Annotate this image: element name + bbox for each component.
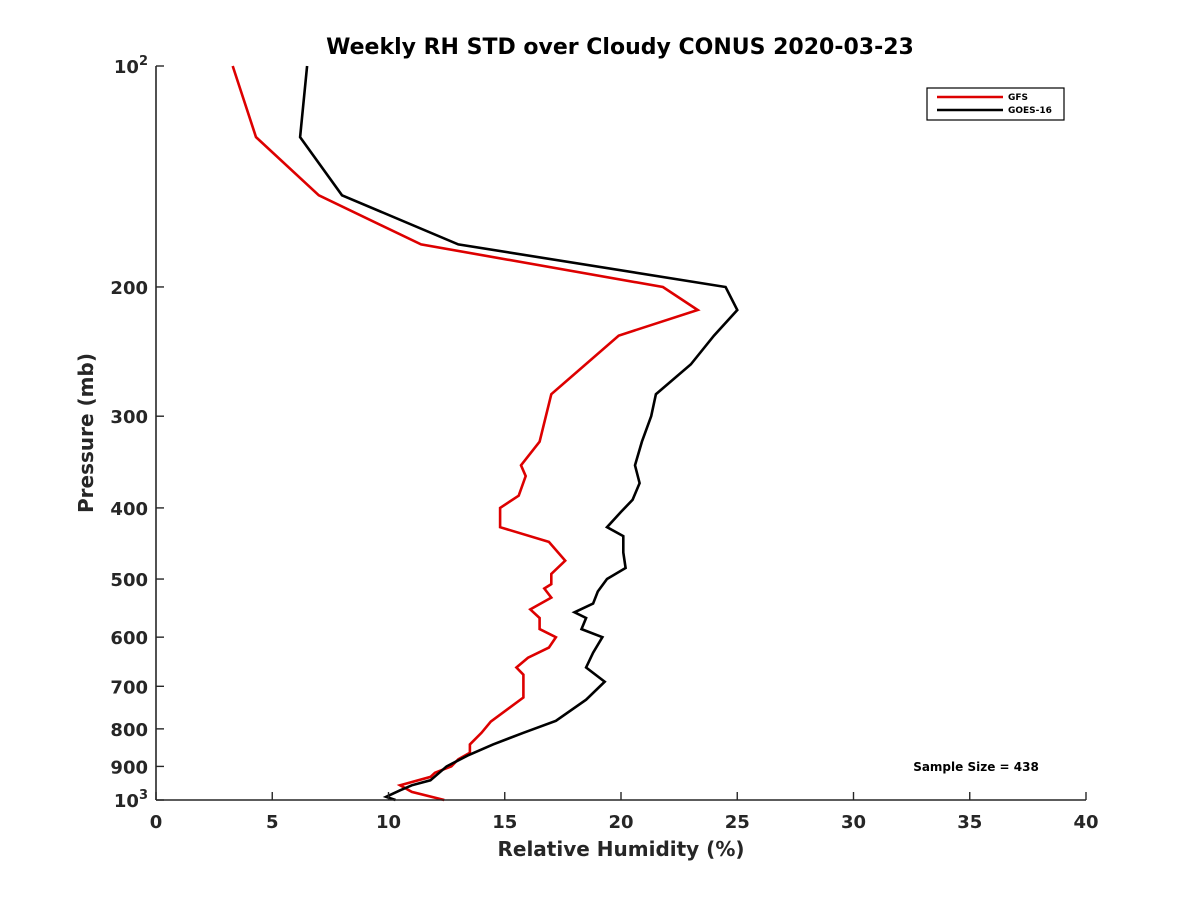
x-tick-label: 10 [376, 812, 401, 833]
x-tick-label: 30 [841, 812, 866, 833]
x-tick-label: 15 [492, 812, 517, 833]
legend-box [926, 87, 1065, 121]
y-tick-label: 600 [110, 628, 148, 649]
x-tick-label: 5 [266, 812, 279, 833]
legend: GFS GOES-16 [926, 87, 1065, 121]
x-ticks: 0 5 10 15 20 25 30 35 40 [150, 792, 1099, 833]
x-tick-label: 25 [725, 812, 750, 833]
chart-title: Weekly RH STD over Cloudy CONUS 2020-03-… [326, 35, 914, 60]
x-tick-label: 40 [1073, 812, 1098, 833]
y-tick-label: 300 [110, 407, 148, 428]
y-tick-label: 200 [110, 278, 148, 299]
x-axis-label: Relative Humidity (%) [497, 837, 744, 861]
y-tick-label: 700 [110, 677, 148, 698]
legend-label-gfs: GFS [1008, 93, 1028, 103]
y-tick-label: 400 [110, 499, 148, 520]
y-tick-label: 103 [114, 788, 148, 812]
y-tick-label: 800 [110, 720, 148, 741]
x-tick-label: 0 [150, 812, 163, 833]
y-axis-label: Pressure (mb) [74, 353, 98, 513]
y-ticks: 102 200 300 400 500 600 700 800 900 103 [110, 54, 164, 812]
legend-label-goes16: GOES-16 [1008, 106, 1052, 116]
sample-size-annotation: Sample Size = 438 [913, 760, 1039, 774]
x-tick-label: 35 [957, 812, 982, 833]
series-line-goes16 [298, 65, 739, 802]
y-tick-label: 900 [110, 757, 148, 778]
series-layer [231, 65, 739, 802]
y-tick-label: 500 [110, 570, 148, 591]
y-tick-label: 102 [114, 54, 148, 78]
x-tick-label: 20 [608, 812, 633, 833]
plot-area: 0 5 10 15 20 25 30 35 40 102 200 300 400 500 600 700 80… [110, 54, 1098, 833]
